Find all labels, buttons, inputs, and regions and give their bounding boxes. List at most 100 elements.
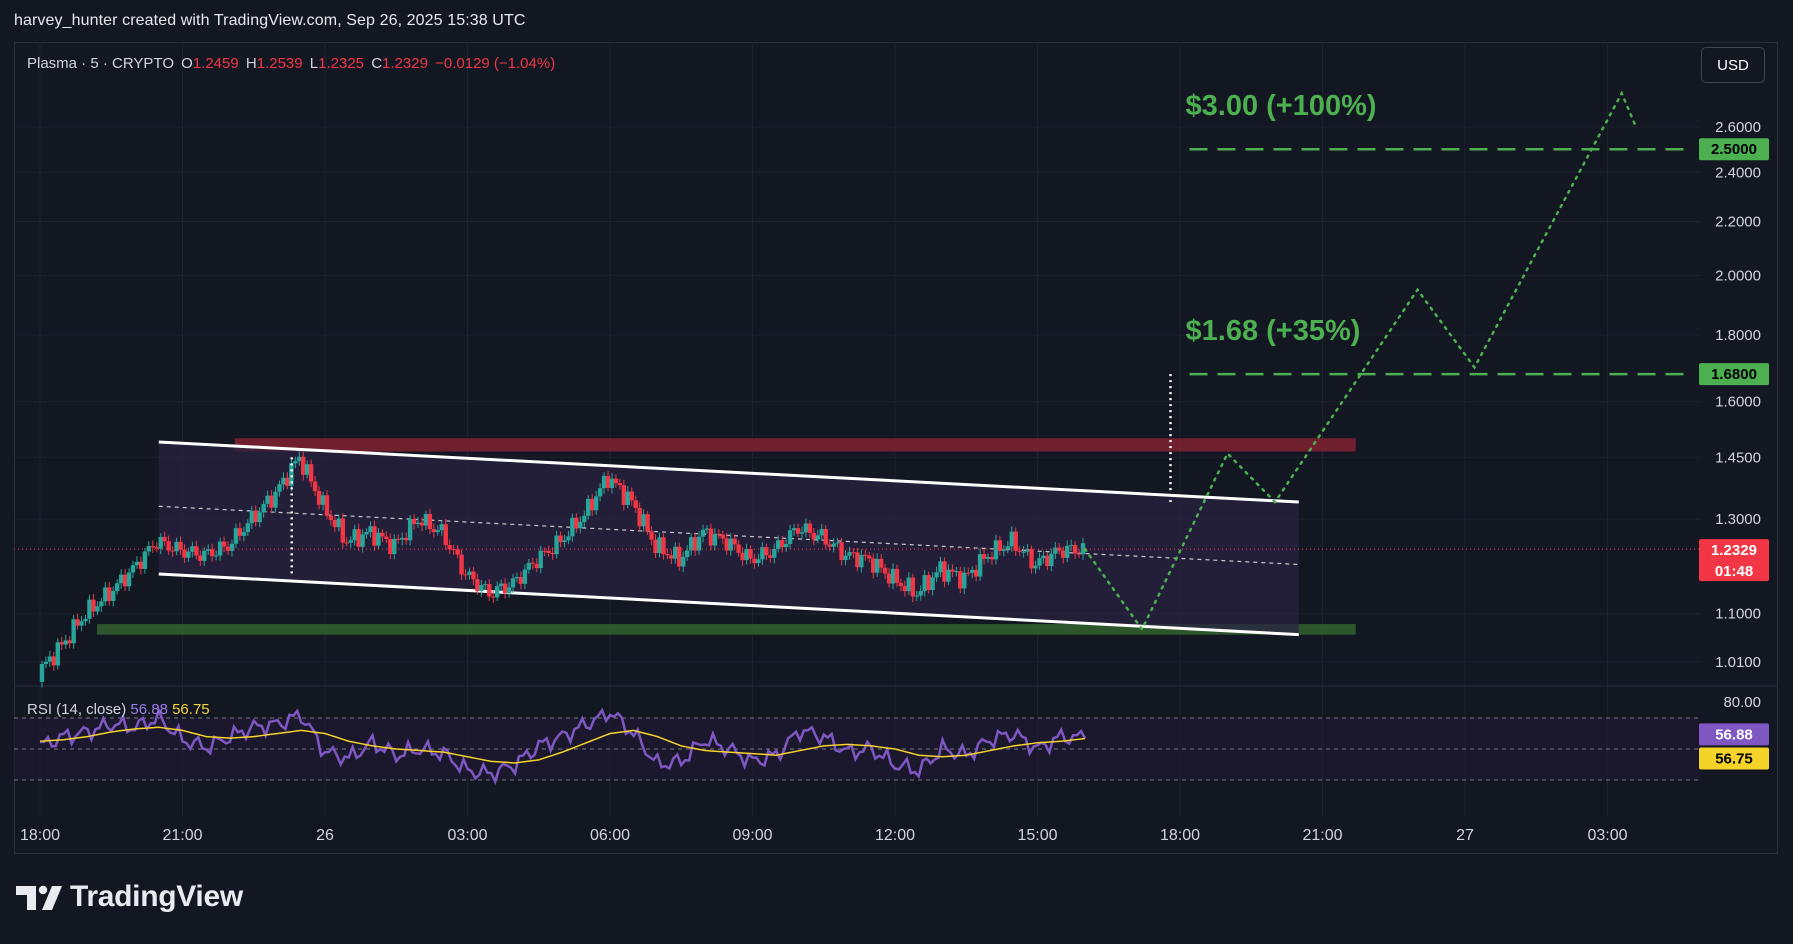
candle-body-90 (396, 538, 401, 540)
candle-body-175 (732, 538, 737, 545)
candle-body-5 (59, 642, 64, 645)
candle-body-214 (886, 573, 892, 584)
candle-body-166 (696, 536, 702, 551)
candle-body-185 (772, 548, 777, 558)
candle-body-27 (146, 546, 152, 552)
candle-body-36 (182, 549, 187, 558)
candle-body-13 (91, 599, 96, 612)
candle-body-155 (653, 539, 658, 554)
currency-button[interactable]: USD (1701, 47, 1765, 83)
candle-body-26 (142, 551, 148, 569)
candle-body-96 (419, 522, 425, 526)
candle-body-242 (997, 540, 1003, 551)
candle-body-15 (99, 601, 104, 607)
symbol-legend[interactable]: Plasma · 5 · CRYPTO O1.2459 H1.2539 L1.2… (27, 55, 558, 72)
candle-body-225 (930, 577, 935, 590)
candle-body-230 (950, 569, 955, 572)
candle-body-250 (1029, 549, 1034, 569)
candle-body-56 (261, 503, 266, 513)
candle-body-238 (981, 554, 987, 559)
candle-body-177 (740, 552, 745, 561)
candle-body-21 (122, 574, 128, 587)
candle-body-61 (281, 477, 286, 485)
candle-body-254 (1045, 555, 1050, 567)
candle-body-3 (51, 656, 57, 666)
candle-body-35 (178, 541, 183, 550)
candle-body-249 (1025, 549, 1030, 552)
candle-body-22 (126, 572, 132, 587)
candle-body-82 (364, 531, 369, 535)
candle-body-134 (570, 517, 575, 537)
candle-body-237 (977, 554, 983, 577)
channel-lower-line (158, 572, 1299, 637)
x-tick-1: 21:00 (162, 827, 202, 844)
candle-body-10 (79, 621, 84, 626)
candle-body-52 (245, 523, 251, 533)
candle-body-257 (1057, 547, 1062, 551)
candle-body-95 (415, 522, 421, 525)
open-label: O (181, 55, 193, 72)
candle-body-241 (993, 540, 999, 560)
candle-body-197 (819, 528, 824, 536)
candle-body-221 (914, 595, 919, 597)
candle-body-30 (158, 536, 163, 549)
candle-body-228 (942, 561, 947, 582)
badge-target-2-text-0: 2.5000 (1711, 141, 1757, 158)
candle-body-207 (859, 554, 864, 568)
candle-body-232 (958, 571, 963, 589)
candle-body-44 (213, 555, 219, 557)
tradingview-brand[interactable]: TradingView (16, 880, 243, 914)
candle-body-220 (910, 577, 916, 597)
candle-body-135 (574, 517, 579, 529)
candle-body-181 (756, 559, 761, 564)
candle-body-116 (498, 583, 504, 587)
candle-body-253 (1041, 555, 1046, 559)
candle-body-234 (966, 572, 971, 574)
candle-body-46 (221, 541, 227, 547)
candle-body-54 (253, 510, 258, 523)
candle-body-138 (586, 498, 591, 516)
x-tick-8: 18:00 (1160, 827, 1200, 844)
candle-body-88 (388, 539, 393, 554)
rsi-legend[interactable]: RSI (14, close) 56.88 56.75 (27, 701, 210, 718)
candle-body-133 (566, 536, 571, 541)
badge-target-2-bg (1699, 138, 1769, 161)
candle-body-137 (582, 515, 587, 523)
candle-body-216 (894, 568, 900, 583)
y-tick-4: 1.8000 (1715, 327, 1761, 344)
candle-body-139 (589, 498, 595, 511)
candle-body-182 (760, 547, 765, 560)
candle-body-198 (823, 528, 828, 545)
candle-body-106 (459, 554, 464, 575)
candle-body-233 (962, 572, 967, 589)
candle-body-244 (1005, 546, 1011, 550)
candle-body-91 (399, 537, 405, 540)
candle-body-195 (811, 532, 817, 540)
candle-body-174 (728, 538, 733, 551)
y-tick-3: 2.0000 (1715, 267, 1761, 284)
candle-body-76 (340, 518, 346, 543)
high-value: 1.2539 (256, 55, 303, 72)
candle-body-70 (316, 491, 322, 505)
candle-body-256 (1053, 547, 1058, 554)
candle-body-53 (249, 510, 254, 524)
candle-body-14 (95, 606, 100, 612)
candle-body-43 (209, 549, 215, 557)
candle-body-110 (475, 579, 480, 592)
candle-body-252 (1037, 558, 1042, 566)
candle-body-150 (633, 500, 638, 509)
candle-body-251 (1033, 565, 1038, 569)
brand-name: TradingView (70, 880, 243, 913)
candle-body-140 (593, 496, 599, 511)
candle-body-37 (186, 551, 191, 558)
candle-body-42 (206, 549, 211, 551)
candle-body-240 (989, 557, 995, 560)
candle-body-259 (1064, 545, 1070, 558)
candle-body-145 (613, 478, 619, 484)
candle-body-208 (863, 554, 868, 556)
candle-body-108 (467, 571, 472, 575)
candle-body-49 (233, 528, 239, 544)
x-tick-5: 09:00 (732, 827, 772, 844)
candle-body-180 (752, 558, 757, 564)
